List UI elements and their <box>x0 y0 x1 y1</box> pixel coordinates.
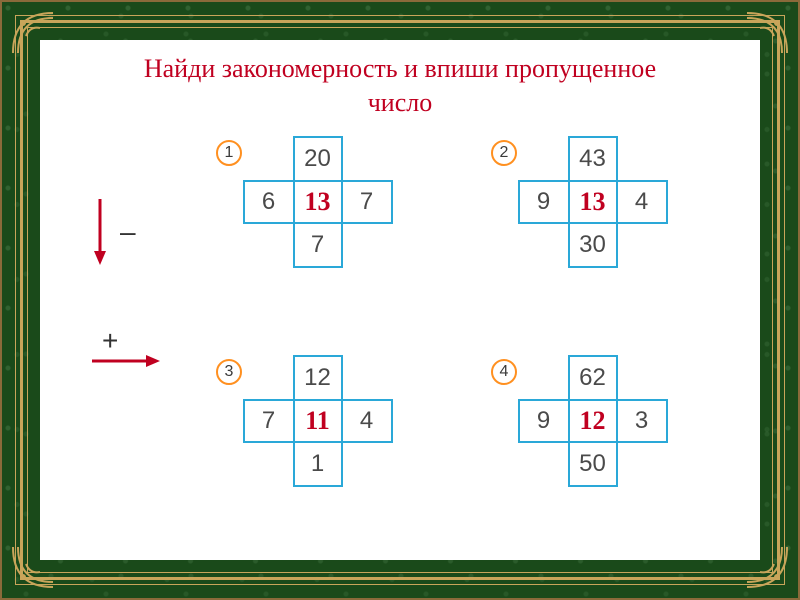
legend-minus-symbol: – <box>120 218 136 246</box>
cross-grid: 20 6 13 7 7 <box>243 136 393 268</box>
puzzle-2: 2 43 9 13 4 30 <box>475 136 710 331</box>
cross-grid: 12 7 11 4 1 <box>243 355 393 487</box>
cell-bottom: 7 <box>293 224 343 268</box>
cell-center-answer: 11 <box>293 399 343 443</box>
arrow-down-icon <box>90 197 110 267</box>
content-card: Найди закономерность и впиши пропущенное… <box>40 40 760 560</box>
title-line-1: Найди закономерность и впиши пропущенное <box>144 54 656 83</box>
title-line-2: число <box>368 88 433 117</box>
decorative-frame: Найди закономерность и впиши пропущенное… <box>0 0 800 600</box>
puzzles-area: – + 1 20 6 13 7 7 <box>60 132 740 550</box>
cell-right: 3 <box>618 399 668 443</box>
puzzle-badge: 4 <box>491 359 517 385</box>
cell-right: 4 <box>618 180 668 224</box>
cell-center-answer: 13 <box>293 180 343 224</box>
cell-bottom: 30 <box>568 224 618 268</box>
cell-top: 20 <box>293 136 343 180</box>
cell-bottom: 50 <box>568 443 618 487</box>
cell-top: 62 <box>568 355 618 399</box>
puzzle-4: 4 62 9 12 3 50 <box>475 355 710 550</box>
cell-center-answer: 13 <box>568 180 618 224</box>
cell-left: 6 <box>243 180 293 224</box>
page-title: Найди закономерность и впиши пропущенное… <box>144 52 656 120</box>
puzzle-badge: 3 <box>216 359 242 385</box>
cell-left: 7 <box>243 399 293 443</box>
cell-center-answer: 12 <box>568 399 618 443</box>
puzzle-1: 1 20 6 13 7 7 <box>200 136 435 331</box>
legend-plus-symbol: + <box>102 327 118 355</box>
cell-bottom: 1 <box>293 443 343 487</box>
cell-top: 12 <box>293 355 343 399</box>
puzzle-badge: 2 <box>491 140 517 166</box>
legend-plus: + <box>90 347 118 375</box>
legend-column: – + <box>60 132 200 550</box>
puzzle-badge: 1 <box>216 140 242 166</box>
cell-right: 4 <box>343 399 393 443</box>
cell-right: 7 <box>343 180 393 224</box>
cell-left: 9 <box>518 399 568 443</box>
cell-left: 9 <box>518 180 568 224</box>
puzzle-3: 3 12 7 11 4 1 <box>200 355 435 550</box>
cross-grid: 62 9 12 3 50 <box>518 355 668 487</box>
legend-minus: – <box>90 197 136 267</box>
cross-grid: 43 9 13 4 30 <box>518 136 668 268</box>
puzzle-grid: 1 20 6 13 7 7 2 43 9 13 4 <box>200 132 740 550</box>
cell-top: 43 <box>568 136 618 180</box>
arrow-right-icon <box>90 351 162 371</box>
